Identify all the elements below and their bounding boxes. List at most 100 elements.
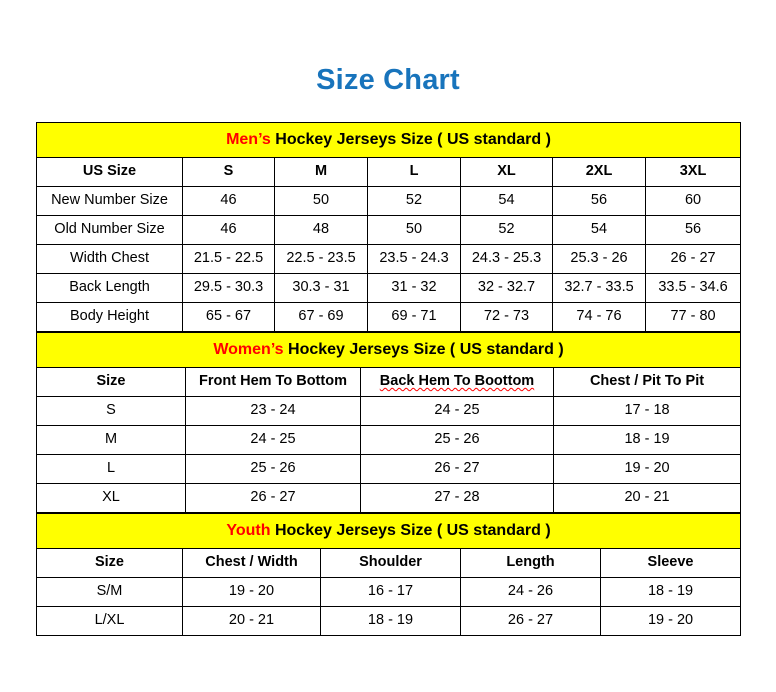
mens-cell-2-0: 21.5 - 22.5 bbox=[182, 244, 275, 274]
mens-cell-4-0: 65 - 67 bbox=[182, 302, 275, 332]
mens-cell-0-2: 52 bbox=[367, 186, 461, 216]
mens-section-banner: Men’s Hockey Jerseys Size ( US standard … bbox=[35, 122, 742, 158]
table-row: L 25 - 26 26 - 27 19 - 20 bbox=[36, 454, 742, 484]
table-row: S 23 - 24 24 - 25 17 - 18 bbox=[36, 396, 742, 426]
youth-row-label-1: L/XL bbox=[36, 606, 183, 636]
mens-banner-cell: Men’s Hockey Jerseys Size ( US standard … bbox=[35, 122, 742, 158]
youth-col-head-3: Length bbox=[460, 548, 601, 578]
mens-col-head-0: US Size bbox=[36, 157, 183, 187]
mens-col-head-5: 2XL bbox=[552, 157, 646, 187]
womens-cell-0-0: 23 - 24 bbox=[185, 396, 361, 426]
table-row: XL 26 - 27 27 - 28 20 - 21 bbox=[36, 483, 742, 513]
womens-col-head-2: Back Hem To Boottom bbox=[360, 367, 554, 397]
mens-row-label-2: Width Chest bbox=[36, 244, 183, 274]
mens-cell-0-0: 46 bbox=[182, 186, 275, 216]
womens-cell-2-1: 26 - 27 bbox=[360, 454, 554, 484]
womens-cell-1-0: 24 - 25 bbox=[185, 425, 361, 455]
youth-section-banner: Youth Hockey Jerseys Size ( US standard … bbox=[35, 513, 742, 549]
youth-cell-0-3: 18 - 19 bbox=[599, 577, 742, 607]
youth-banner-accent: Youth bbox=[226, 522, 271, 540]
misspelled-word: Back Hem To Boottom bbox=[379, 373, 535, 390]
youth-cell-0-1: 16 - 17 bbox=[320, 577, 461, 607]
womens-cell-0-1: 24 - 25 bbox=[360, 396, 554, 426]
table-row: Width Chest 21.5 - 22.5 22.5 - 23.5 23.5… bbox=[36, 244, 742, 274]
womens-row-label-2: L bbox=[36, 454, 186, 484]
youth-banner-cell: Youth Hockey Jerseys Size ( US standard … bbox=[35, 513, 742, 549]
womens-banner-accent: Women’s bbox=[213, 341, 284, 359]
mens-cell-4-3: 72 - 73 bbox=[460, 302, 553, 332]
youth-col-head-0: Size bbox=[36, 548, 183, 578]
womens-cell-3-2: 20 - 21 bbox=[552, 483, 742, 513]
mens-banner-rest: Hockey Jerseys Size ( US standard ) bbox=[270, 131, 551, 149]
womens-size-table: Women’s Hockey Jerseys Size ( US standar… bbox=[35, 332, 742, 513]
youth-size-table: Youth Hockey Jerseys Size ( US standard … bbox=[35, 513, 742, 636]
table-row: Old Number Size 46 48 50 52 54 56 bbox=[36, 215, 742, 245]
womens-cell-2-2: 19 - 20 bbox=[552, 454, 742, 484]
youth-row-label-0: S/M bbox=[36, 577, 183, 607]
page-title: Size Chart bbox=[316, 64, 460, 96]
mens-cell-2-4: 25.3 - 26 bbox=[552, 244, 646, 274]
womens-section-banner: Women’s Hockey Jerseys Size ( US standar… bbox=[35, 332, 742, 368]
mens-col-head-4: XL bbox=[460, 157, 553, 187]
womens-col-head-1: Front Hem To Bottom bbox=[185, 367, 361, 397]
womens-cell-1-1: 25 - 26 bbox=[360, 425, 554, 455]
womens-row-label-0: S bbox=[36, 396, 186, 426]
mens-col-head-3: L bbox=[367, 157, 461, 187]
mens-row-label-4: Body Height bbox=[36, 302, 183, 332]
mens-row-label-3: Back Length bbox=[36, 273, 183, 303]
youth-cell-0-0: 19 - 20 bbox=[182, 577, 321, 607]
womens-row-label-3: XL bbox=[36, 483, 186, 513]
womens-cell-3-1: 27 - 28 bbox=[360, 483, 554, 513]
table-row: L/XL 20 - 21 18 - 19 26 - 27 19 - 20 bbox=[36, 606, 742, 636]
mens-cell-3-0: 29.5 - 30.3 bbox=[182, 273, 275, 303]
youth-cell-1-2: 26 - 27 bbox=[460, 606, 601, 636]
youth-col-head-2: Shoulder bbox=[320, 548, 461, 578]
mens-cell-0-1: 50 bbox=[274, 186, 368, 216]
mens-cell-3-1: 30.3 - 31 bbox=[274, 273, 368, 303]
mens-size-table: Men’s Hockey Jerseys Size ( US standard … bbox=[35, 122, 742, 332]
womens-column-header-row: Size Front Hem To Bottom Back Hem To Boo… bbox=[36, 367, 742, 397]
mens-cell-2-5: 26 - 27 bbox=[644, 244, 742, 274]
mens-cell-1-0: 46 bbox=[182, 215, 275, 245]
mens-cell-0-5: 60 bbox=[644, 186, 742, 216]
mens-cell-2-3: 24.3 - 25.3 bbox=[460, 244, 553, 274]
womens-banner-cell: Women’s Hockey Jerseys Size ( US standar… bbox=[35, 332, 742, 368]
womens-cell-2-0: 25 - 26 bbox=[185, 454, 361, 484]
mens-column-header-row: US Size S M L XL 2XL 3XL bbox=[36, 157, 742, 187]
youth-col-head-4: Sleeve bbox=[599, 548, 742, 578]
mens-cell-3-2: 31 - 32 bbox=[367, 273, 461, 303]
mens-cell-1-2: 50 bbox=[367, 215, 461, 245]
mens-col-head-6: 3XL bbox=[644, 157, 742, 187]
table-row: M 24 - 25 25 - 26 18 - 19 bbox=[36, 425, 742, 455]
youth-cell-1-0: 20 - 21 bbox=[182, 606, 321, 636]
mens-cell-2-1: 22.5 - 23.5 bbox=[274, 244, 368, 274]
womens-col-head-3: Chest / Pit To Pit bbox=[552, 367, 742, 397]
mens-cell-1-3: 52 bbox=[460, 215, 553, 245]
womens-cell-0-2: 17 - 18 bbox=[552, 396, 742, 426]
mens-row-label-0: New Number Size bbox=[36, 186, 183, 216]
mens-cell-4-2: 69 - 71 bbox=[367, 302, 461, 332]
mens-cell-2-2: 23.5 - 24.3 bbox=[367, 244, 461, 274]
table-row: Back Length 29.5 - 30.3 30.3 - 31 31 - 3… bbox=[36, 273, 742, 303]
table-row: Body Height 65 - 67 67 - 69 69 - 71 72 -… bbox=[36, 302, 742, 332]
mens-col-head-2: M bbox=[274, 157, 368, 187]
mens-banner-accent: Men’s bbox=[226, 131, 271, 149]
mens-cell-3-5: 33.5 - 34.6 bbox=[644, 273, 742, 303]
womens-cell-1-2: 18 - 19 bbox=[552, 425, 742, 455]
mens-cell-4-1: 67 - 69 bbox=[274, 302, 368, 332]
mens-cell-1-4: 54 bbox=[552, 215, 646, 245]
table-row: New Number Size 46 50 52 54 56 60 bbox=[36, 186, 742, 216]
youth-column-header-row: Size Chest / Width Shoulder Length Sleev… bbox=[36, 548, 742, 578]
youth-cell-0-2: 24 - 26 bbox=[460, 577, 601, 607]
mens-cell-0-4: 56 bbox=[552, 186, 646, 216]
table-row: S/M 19 - 20 16 - 17 24 - 26 18 - 19 bbox=[36, 577, 742, 607]
youth-cell-1-1: 18 - 19 bbox=[320, 606, 461, 636]
mens-cell-1-5: 56 bbox=[644, 215, 742, 245]
youth-cell-1-3: 19 - 20 bbox=[599, 606, 742, 636]
womens-col-head-0: Size bbox=[36, 367, 186, 397]
womens-banner-rest: Hockey Jerseys Size ( US standard ) bbox=[283, 341, 564, 359]
mens-cell-3-3: 32 - 32.7 bbox=[460, 273, 553, 303]
womens-row-label-1: M bbox=[36, 425, 186, 455]
youth-col-head-1: Chest / Width bbox=[182, 548, 321, 578]
